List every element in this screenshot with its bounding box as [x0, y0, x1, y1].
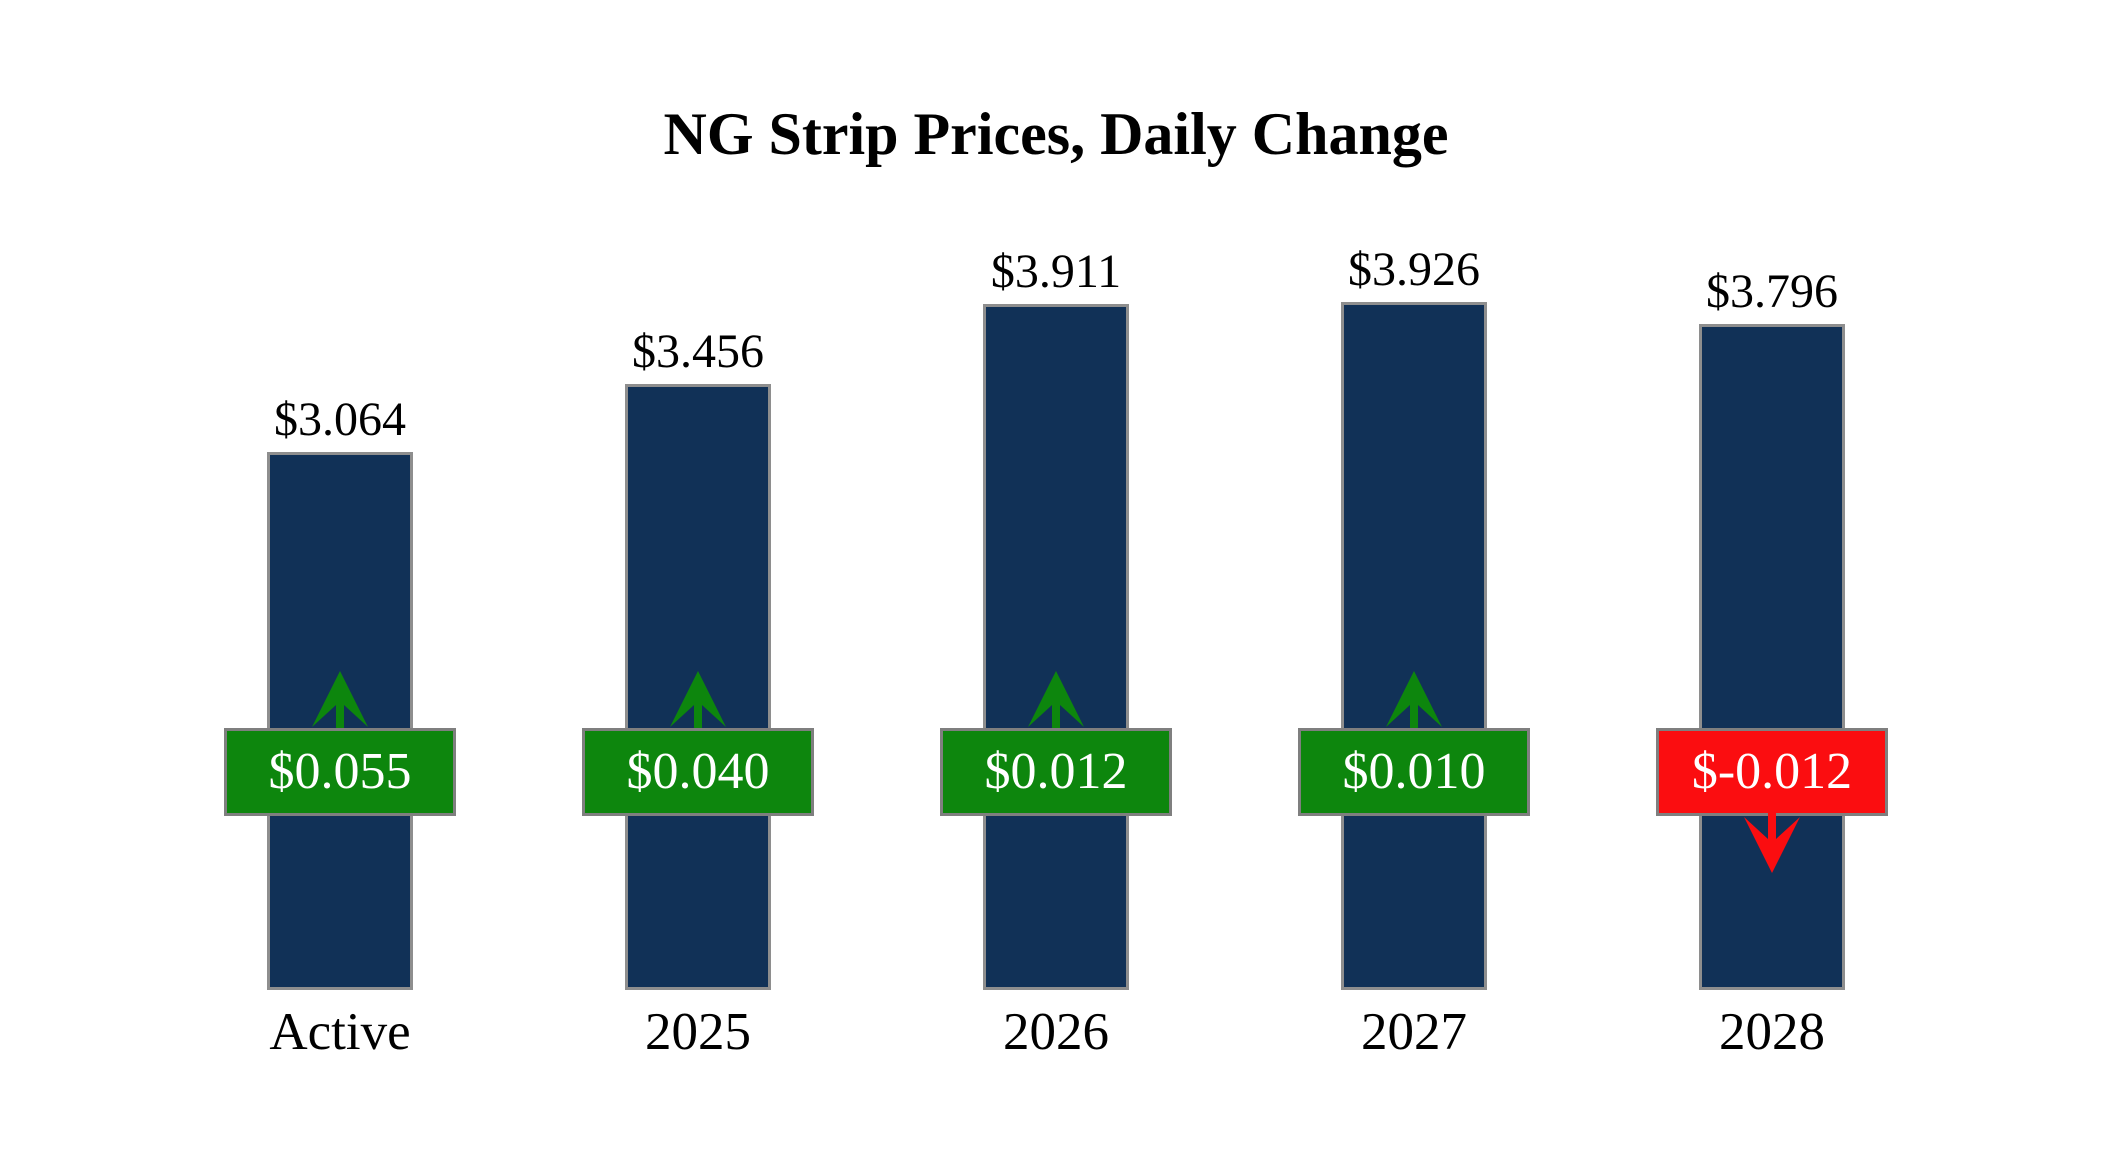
bar [983, 304, 1129, 990]
category-label: 2028 [1719, 1003, 1825, 1061]
change-badge-label: $-0.012 [1691, 743, 1853, 800]
bar [1341, 302, 1487, 990]
change-badge-label: $0.010 [1342, 743, 1486, 800]
change-badge: $-0.012 [1656, 728, 1888, 816]
bar-column: $3.911 $0.012 2026 [876, 0, 1236, 1152]
chart-title: NG Strip Prices, Daily Change [663, 101, 1449, 167]
up-arrow-icon [670, 671, 726, 731]
change-badge-label: $0.040 [626, 743, 770, 800]
bar-column: $3.926 $0.010 2027 [1234, 0, 1594, 1152]
change-badge: $0.055 [224, 728, 456, 816]
bar-column: $3.064 $0.055 Active [160, 0, 520, 1152]
up-arrow-icon [312, 671, 368, 731]
up-arrow-icon [1386, 671, 1442, 731]
change-badge: $0.010 [1298, 728, 1530, 816]
change-badge-label: $0.012 [984, 743, 1128, 800]
category-label: 2026 [1003, 1003, 1109, 1061]
change-badge: $0.012 [940, 728, 1172, 816]
category-label: 2025 [645, 1003, 751, 1061]
bar-column: $3.796 $-0.012 2028 [1592, 0, 1952, 1152]
bar-value-label: $3.796 [1706, 265, 1838, 318]
down-arrow-icon [1744, 813, 1800, 873]
bar-value-label: $3.926 [1348, 243, 1480, 296]
bar-value-label: $3.064 [274, 393, 406, 446]
change-badge-label: $0.055 [268, 743, 412, 800]
bar-value-label: $3.911 [990, 245, 1122, 298]
bar [1699, 324, 1845, 990]
category-label: Active [269, 1003, 411, 1061]
up-arrow-icon [1028, 671, 1084, 731]
change-badge: $0.040 [582, 728, 814, 816]
bar-value-label: $3.456 [632, 325, 764, 378]
bar-column: $3.456 $0.040 2025 [518, 0, 878, 1152]
category-label: 2027 [1361, 1003, 1467, 1061]
